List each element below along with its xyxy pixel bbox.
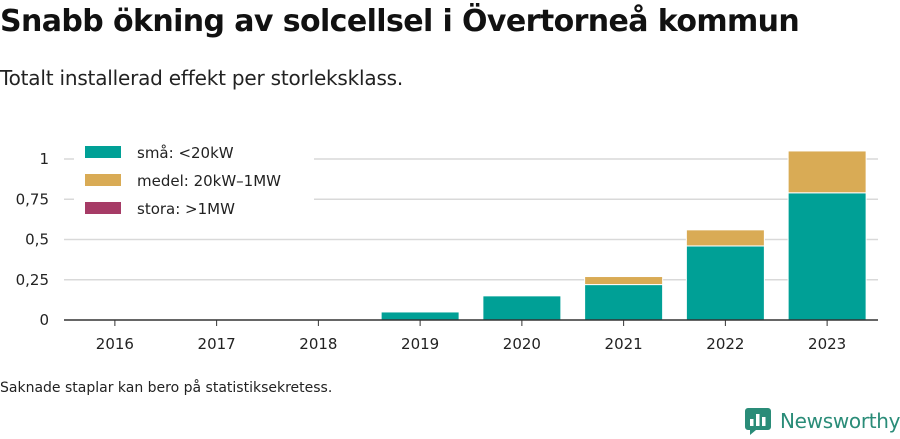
x-tick-label: 2021: [605, 335, 643, 353]
brand-name: Newsworthy: [780, 409, 900, 433]
bar-segment: [787, 150, 867, 194]
legend-label: stora: >1MW: [137, 200, 235, 218]
newsworthy-logo-icon: [745, 408, 771, 435]
brand-logo[interactable]: Newsworthy: [744, 406, 900, 436]
x-tick-label: 2022: [706, 335, 744, 353]
legend-label: medel: 20kW–1MW: [137, 172, 281, 190]
legend-swatch: [85, 174, 121, 186]
stacked-bar-chart: 0 0,25 0,5 0,75 1 2016 2017 2018 2019 2020 2021 202…: [15, 138, 878, 353]
legend: små: <20kW medel: 20kW–1MW stora: >1MW: [74, 138, 314, 224]
bar-segment: [685, 229, 765, 247]
bar-segment: [584, 276, 664, 286]
chart-subtitle: Totalt installerad effekt per storlekskl…: [0, 66, 404, 90]
x-tick-label: 2023: [808, 335, 846, 353]
y-tick-label: 0: [39, 311, 49, 329]
y-tick-label: 0,5: [25, 231, 49, 249]
chart-title: Snabb ökning av solcellsel i Övertorneå …: [0, 4, 800, 39]
x-tick-label: 2016: [96, 335, 134, 353]
axes: 0 0,25 0,5 0,75 1 2016 2017 2018 2019 2020 2021 202…: [16, 150, 878, 353]
y-tick-label: 1: [39, 150, 49, 168]
x-tick-label: 2018: [299, 335, 337, 353]
bar-segment: [787, 192, 867, 321]
legend-swatch: [85, 146, 121, 158]
bar-segment: [685, 245, 765, 321]
x-tick-label: 2019: [401, 335, 439, 353]
x-tick-label: 2017: [198, 335, 236, 353]
y-tick-label: 0,25: [16, 271, 49, 289]
x-tick-label: 2020: [503, 335, 541, 353]
bar-segment: [380, 311, 460, 321]
bar-segment: [482, 295, 562, 321]
bars: [380, 150, 867, 321]
legend-swatch: [85, 202, 121, 214]
y-tick-label: 0,75: [16, 190, 49, 208]
legend-label: små: <20kW: [137, 144, 234, 162]
bar-segment: [584, 284, 664, 321]
footnote: Saknade staplar kan bero på statistiksek…: [0, 380, 333, 396]
